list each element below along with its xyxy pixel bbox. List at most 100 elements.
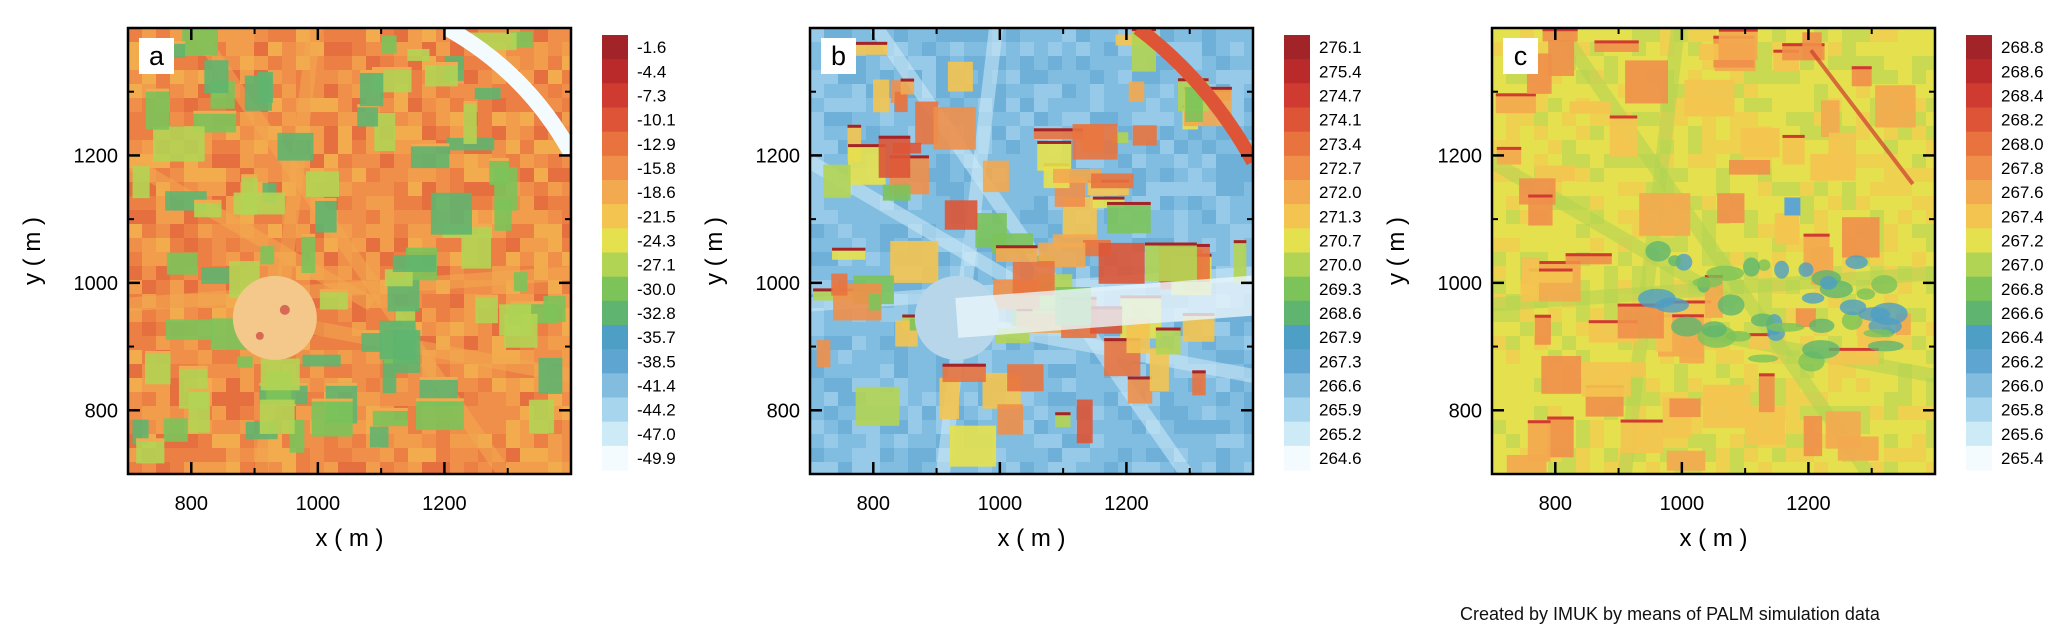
heatmap-cell <box>1758 98 1772 112</box>
heatmap-cell <box>1688 434 1702 448</box>
heatmap-cell <box>352 42 366 56</box>
cool-patch <box>1645 241 1671 262</box>
heatmap-cell <box>226 42 240 56</box>
heatmap-cell <box>212 140 226 154</box>
heatmap-cell <box>436 182 450 196</box>
heatmap-cell <box>1216 420 1230 434</box>
heatmap-cell <box>338 364 352 378</box>
building-block <box>1620 419 1664 454</box>
heatmap-cell <box>1562 336 1576 350</box>
heatmap-cell <box>562 196 571 210</box>
heatmap-cell <box>1244 350 1253 364</box>
heatmap-cell <box>1090 98 1104 112</box>
building-edge <box>475 294 498 298</box>
colorbar-segment <box>602 155 628 181</box>
heatmap-cell <box>1926 98 1935 112</box>
heatmap-cell <box>1506 406 1520 420</box>
building-block <box>1851 66 1872 87</box>
x-axis-label: x ( m ) <box>316 525 384 552</box>
heatmap-cell <box>464 378 478 392</box>
building-block <box>259 399 295 434</box>
heatmap-cell <box>310 448 324 462</box>
cool-patch <box>1841 311 1863 331</box>
heatmap-cell <box>1730 462 1744 474</box>
heatmap-cell <box>1492 252 1506 266</box>
building-edge <box>1033 128 1083 132</box>
heatmap-field-b <box>810 28 1253 474</box>
heatmap-cell <box>128 364 142 378</box>
heatmap-cell <box>142 406 156 420</box>
heatmap-cell <box>1898 280 1912 294</box>
heatmap-cell <box>422 462 436 474</box>
heatmap-cell <box>810 42 824 56</box>
building-block <box>1053 168 1102 183</box>
building-block <box>233 192 285 215</box>
heatmap-cell <box>464 84 478 98</box>
heatmap-cell <box>1244 70 1253 84</box>
heatmap-cell <box>1020 350 1034 364</box>
heatmap-cell <box>1174 378 1188 392</box>
heatmap-cell <box>1590 112 1604 126</box>
heatmap-cell <box>464 392 478 406</box>
heatmap-cell <box>492 252 506 266</box>
heatmap-cell <box>1146 448 1160 462</box>
heatmap-cell <box>226 238 240 252</box>
heatmap-cell <box>394 98 408 112</box>
heatmap-cell <box>1534 224 1548 238</box>
heatmap-cell <box>1758 182 1772 196</box>
heatmap-cell <box>1090 364 1104 378</box>
heatmap-cell <box>1244 56 1253 70</box>
heatmap-cell <box>1202 154 1216 168</box>
heatmap-cell <box>1716 224 1730 238</box>
heatmap-cell <box>338 168 352 182</box>
heatmap-cell <box>506 238 520 252</box>
heatmap-cell <box>1814 196 1828 210</box>
heatmap-cell <box>1034 448 1048 462</box>
heatmap-cell <box>268 42 282 56</box>
heatmap-cell <box>1160 28 1174 42</box>
heatmap-cell <box>1034 70 1048 84</box>
building-block <box>1810 153 1856 181</box>
heatmap-cell <box>296 406 310 420</box>
heatmap-cell <box>506 434 520 448</box>
heatmap-cell <box>520 462 534 474</box>
heatmap-cell <box>1828 378 1842 392</box>
heatmap-cell <box>1146 182 1160 196</box>
building-edge <box>942 363 986 367</box>
heatmap-cell <box>1590 308 1604 322</box>
heatmap-cell <box>352 182 366 196</box>
heatmap-cell <box>478 322 492 336</box>
heatmap-cell <box>1076 28 1090 42</box>
heatmap-cell <box>1006 350 1020 364</box>
heatmap-cell <box>936 56 950 70</box>
heatmap-cell <box>366 154 380 168</box>
colorbar-label: -7.3 <box>637 86 666 105</box>
heatmap-cell <box>282 28 296 42</box>
heatmap-cell <box>324 336 338 350</box>
heatmap-cell <box>1090 70 1104 84</box>
heatmap-cell <box>1870 196 1884 210</box>
building-block <box>260 246 275 265</box>
heatmap-cell <box>1716 364 1730 378</box>
heatmap-cell <box>1898 140 1912 154</box>
heatmap-cell <box>128 42 142 56</box>
cool-patch <box>1668 255 1682 267</box>
heatmap-cell <box>1230 420 1244 434</box>
heatmap-cell <box>1062 448 1076 462</box>
heatmap-cell <box>240 448 254 462</box>
heatmap-cell <box>520 252 534 266</box>
heatmap-cell <box>534 280 548 294</box>
building-block <box>1821 100 1840 138</box>
x-axis-label: x ( m ) <box>998 525 1066 552</box>
heatmap-cell <box>534 154 548 168</box>
heatmap-cell <box>908 350 922 364</box>
heatmap-cell <box>838 448 852 462</box>
heatmap-cell <box>184 224 198 238</box>
heatmap-cell <box>1132 462 1146 474</box>
heatmap-cell <box>852 84 866 98</box>
heatmap-cell <box>506 154 520 168</box>
heatmap-cell <box>1492 420 1506 434</box>
colorbar-label: -44.2 <box>637 401 676 420</box>
heatmap-cell <box>1912 42 1926 56</box>
